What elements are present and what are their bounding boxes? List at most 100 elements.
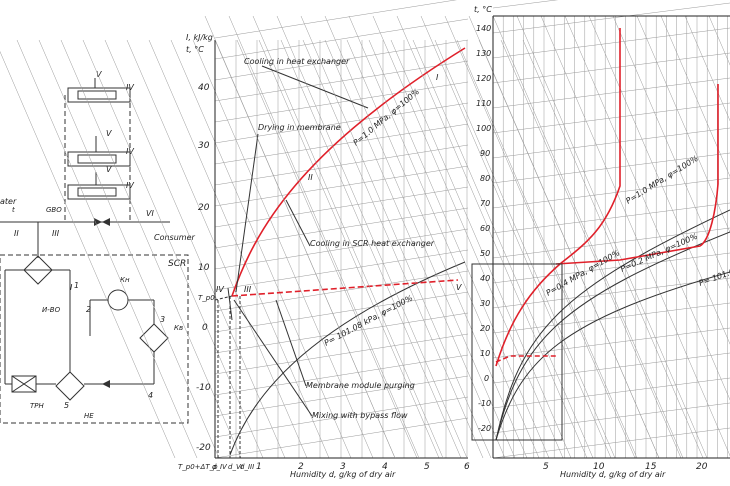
chart-1-ylabel-1: I, kJ/kg [186,33,213,42]
x-tick: 3 [340,462,346,472]
grid-line-enthalpy [204,15,396,459]
n1-label: 1 [74,281,79,290]
grid-line-isotherm [492,352,730,384]
valve-icon-2 [102,218,110,226]
grid-line-enthalpy [324,39,506,459]
grid-line-isotherm [214,207,469,249]
x-special-tick: d_VI [228,463,243,471]
grid-line-isotherm [492,402,730,434]
grid-line-enthalpy [16,39,198,459]
tpn-label: ТРН [30,402,44,410]
iii-label: III [52,229,60,238]
grid-line-enthalpy [522,39,704,459]
y-tick: 40 [480,274,490,283]
grid-line-enthalpy [444,15,636,459]
vi-label: VI [146,209,154,218]
grid-line-enthalpy [348,15,540,459]
v-top-label: V [96,70,102,79]
grid-line-enthalpy [82,39,264,459]
k-right-label: Кв [174,324,183,332]
tp-label: T_p0 [198,294,215,302]
grid-line-enthalpy [228,15,420,459]
zoom-box [471,263,563,441]
grid-line-isotherm [492,2,730,34]
grid-line-enthalpy [564,15,730,401]
y-tick: 130 [476,49,491,58]
saturation-curve-atm [229,261,466,456]
scr-heat-exchanger [23,255,53,285]
grid-line-isotherm [214,375,469,417]
x-tick: 10 [593,462,605,472]
grid-line-enthalpy [148,39,330,459]
curve-atm [495,271,730,441]
y-tick: 30 [198,141,210,151]
n5-label: 5 [64,401,69,410]
grid-line-isotherm [214,102,469,144]
grid-line-enthalpy [516,15,708,459]
flow-arrow-icon [102,380,110,388]
y-tick: 0 [202,323,208,333]
grid-line-isotherm [214,228,469,270]
v-label-2: V [106,165,112,174]
y-tick: -20 [478,424,491,433]
grid-line-enthalpy [60,39,242,459]
grid-line-enthalpy [302,39,484,459]
process-curve-1mpa [495,28,621,367]
saturation-curve-1mpa [231,47,466,297]
grid-line-enthalpy [636,15,730,233]
grid-line-isotherm [214,186,469,228]
x-special-tick: d_IV [212,463,228,471]
chart-1-x-ticks: 1 2 3 4 5 6 T_p0+ΔT_p d_IV d_VI d_III T_… [178,294,470,472]
x-tick: 1 [256,462,262,472]
y-tick: 110 [476,99,491,108]
x-special-tick: T_p0+ΔT_p [178,463,218,471]
grid-line-isotherm [214,165,469,207]
condenser-icon [139,323,169,353]
grid-line-isotherm [492,127,730,159]
chart-1-xlabel: Humidity d, g/kg of dry air [290,470,396,479]
grid-line-isotherm [492,202,730,234]
roman-iv: IV [216,285,224,294]
grid-line-enthalpy [396,15,588,459]
x-tick: 6 [464,462,470,472]
y-tick: 100 [476,124,491,133]
grid-line-enthalpy [170,39,352,459]
ii-label: II [14,229,19,238]
scr-label: SCR [168,259,186,269]
tp-dash [214,295,233,301]
scr-boundary [0,254,189,424]
y-tick: 50 [480,249,490,258]
grid-line-enthalpy [612,15,730,289]
chart-2-y-ticks: 140 130 120 110 100 90 80 70 60 50 40 30… [476,24,491,433]
grid-line-isotherm [492,102,730,134]
annotation-purging: Membrane module purging [306,381,415,390]
y-tick: 10 [480,349,490,358]
grid-line-enthalpy [192,39,374,459]
annotation-cooling-scr: Cooling in SCR heat exchanger [310,239,435,248]
grid-line-isotherm [492,277,730,309]
x-special-tick: d_III [240,463,254,471]
y-tick: 140 [476,24,491,33]
grid-line-isotherm [492,252,730,284]
curve-0-2 [495,209,730,441]
chart-1: I, kJ/kg t, °C Humidity d, g/kg of dry a… [0,0,704,479]
x-tick: 20 [696,462,708,472]
grid-line-enthalpy [368,39,550,459]
chart-2: t, °C Humidity d, g/kg of dry air 140 13… [204,0,730,479]
n2-label: 2 [86,305,91,314]
grid-line-enthalpy [126,39,308,459]
grid-line-isotherm [492,327,730,359]
process-line-mixing [231,279,459,297]
grid-line-isotherm [214,18,469,60]
curve-label-atm: P= 101.08 [698,265,730,288]
x-tick: 4 [382,462,388,472]
grid-line-enthalpy [252,15,444,459]
grid-line-isotherm [214,39,469,81]
grid-line-enthalpy [500,39,682,459]
roman-i: I [436,73,439,82]
grid-line-enthalpy [280,39,462,459]
y-tick: 20 [480,324,490,333]
grid-line-enthalpy [300,15,492,459]
grid-line-isotherm [492,377,730,409]
